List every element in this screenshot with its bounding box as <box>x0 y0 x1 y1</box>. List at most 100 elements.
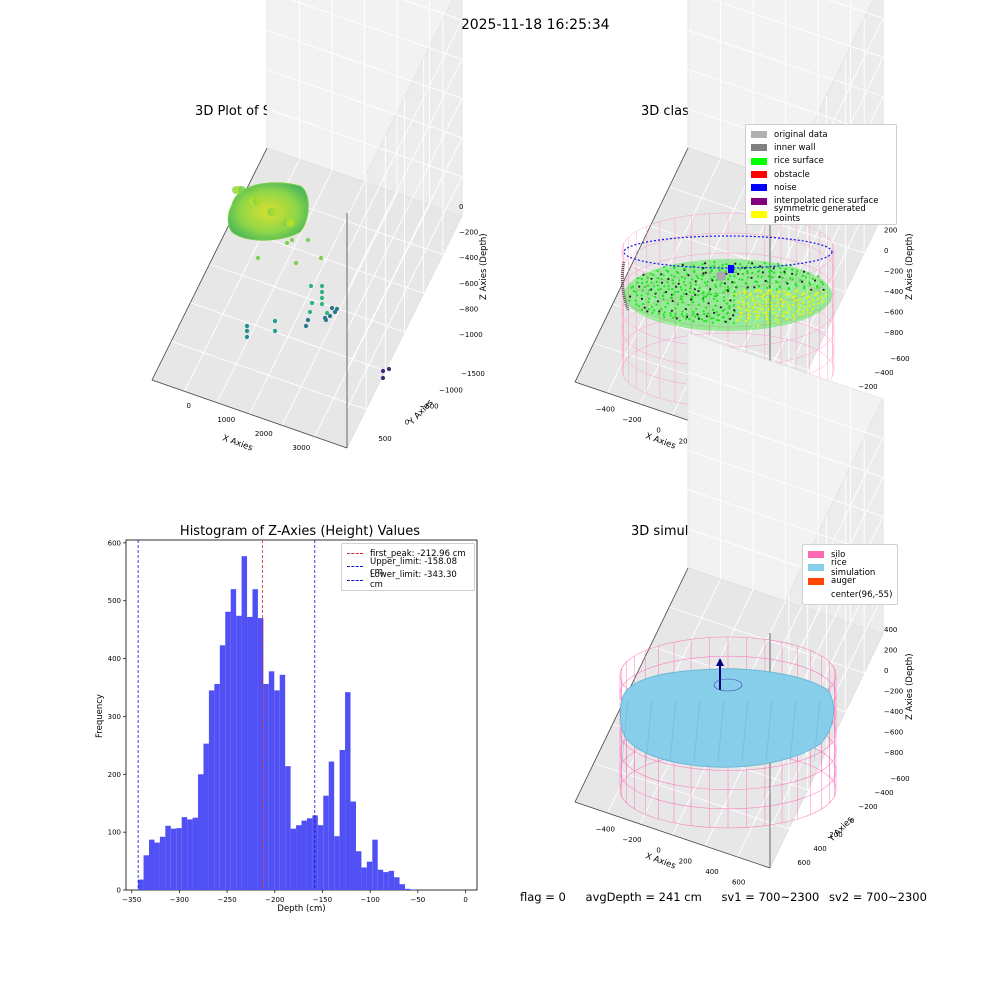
plot2-point <box>684 289 687 292</box>
plot2-point <box>768 270 771 273</box>
plot2-point <box>674 312 677 315</box>
plot2-point <box>771 308 774 311</box>
plot2-z-axis-label: Z Axies (Depth) <box>905 233 915 300</box>
plot2-point <box>722 316 726 319</box>
plot2-point <box>717 319 721 322</box>
plot2-point <box>813 279 817 282</box>
plot2-point <box>702 310 705 313</box>
plot2-point <box>819 296 823 299</box>
plot2-point <box>767 308 770 311</box>
plot2-point <box>792 300 796 303</box>
plot2-point <box>667 288 670 291</box>
plot2-point <box>635 303 638 306</box>
plot2-point <box>801 293 804 296</box>
plot2-point <box>776 294 779 298</box>
plot2-point <box>775 304 778 308</box>
plot2-point <box>692 301 695 304</box>
plot2-point <box>729 299 732 302</box>
plot1-y-tick-label: −1000 <box>439 386 463 394</box>
plot2-point <box>711 321 714 324</box>
plot2-point <box>801 280 804 283</box>
plot2-point <box>681 263 684 266</box>
plot4-x-tick-label: −400 <box>596 825 615 833</box>
plot2-point <box>654 295 657 298</box>
plot1-point <box>255 255 261 261</box>
plot2-point <box>692 313 695 316</box>
plot2-point <box>764 304 767 307</box>
plot2-point <box>712 317 715 320</box>
plot2-point <box>747 261 750 264</box>
plot2-point <box>643 306 646 309</box>
plot2-point <box>809 283 812 286</box>
plot1-y-axis-line <box>151 147 268 381</box>
plot2-point <box>775 314 778 317</box>
plot2-point <box>825 294 828 297</box>
plot2-point <box>685 313 688 316</box>
plot2-point <box>671 316 674 319</box>
plot2-point <box>656 277 660 280</box>
plot2-point <box>723 299 726 302</box>
plot2-point <box>667 284 670 288</box>
plot2-point <box>679 297 682 301</box>
plot2-point <box>670 309 674 312</box>
plot4-x-tick-label: 200 <box>679 857 692 865</box>
plot2-point <box>747 309 750 312</box>
plot1-point <box>334 306 340 312</box>
legend-label: Upper_limit: -158.08 cm <box>370 556 458 577</box>
plot2-point <box>732 314 735 317</box>
plot2-point <box>684 284 687 287</box>
plot2-point <box>674 290 677 293</box>
plot3-y-tick-label: 400 <box>108 655 121 663</box>
plot2-point <box>712 297 716 300</box>
plot2-point <box>772 311 776 314</box>
plot2-point <box>723 308 726 311</box>
plot3-bar <box>285 766 291 890</box>
plot2-point <box>732 304 736 307</box>
plot2-point <box>714 283 717 286</box>
plot2-point <box>695 275 698 278</box>
plot2-z-tick-label: 0 <box>884 247 888 255</box>
plot4-z-tick-label: −400 <box>884 708 903 716</box>
plot2-point <box>716 319 719 322</box>
plot1-grid-line <box>402 0 463 21</box>
plot2-point <box>776 281 779 284</box>
plot3-bar <box>138 879 144 890</box>
legend-swatch <box>347 566 363 568</box>
plot2-point <box>689 298 693 301</box>
plot3-y-tick-label: 500 <box>108 597 121 605</box>
plot2-point <box>754 280 757 283</box>
plot2-point <box>746 271 749 274</box>
plot2-point <box>701 274 704 277</box>
plot3-bar <box>181 817 188 890</box>
plot3-bar <box>252 589 258 890</box>
plot1-point <box>244 328 250 334</box>
legend-label: first_peak: -212.96 cm <box>370 548 466 559</box>
plot2-point <box>809 311 812 314</box>
plot2-point <box>782 301 785 304</box>
plot2-point <box>812 303 816 306</box>
plot2-point <box>671 299 674 303</box>
plot4-y-tick-label: −200 <box>858 803 877 811</box>
plot2-point <box>653 309 656 312</box>
plot2-point <box>770 301 773 304</box>
plot2-point <box>798 313 802 316</box>
plot2-point <box>667 277 670 280</box>
plot2-point <box>778 275 781 278</box>
plot2-point <box>678 279 681 282</box>
plot3-bar <box>176 828 182 890</box>
plot2-point <box>666 281 669 284</box>
plot1-z-tick-label: 0 <box>459 203 463 211</box>
plot3-bar <box>372 839 378 890</box>
plot2-point <box>765 311 768 314</box>
plot2-point <box>785 281 788 284</box>
plot2-point <box>793 317 796 320</box>
plot2-point <box>751 306 755 309</box>
plot2-point <box>756 310 759 314</box>
plot2-point <box>682 315 685 318</box>
plot2-point <box>816 286 819 289</box>
plot3-bar <box>154 842 160 890</box>
plot4-mesh-line <box>789 699 797 763</box>
plot2-point <box>648 297 651 300</box>
plot2-point <box>755 289 758 292</box>
